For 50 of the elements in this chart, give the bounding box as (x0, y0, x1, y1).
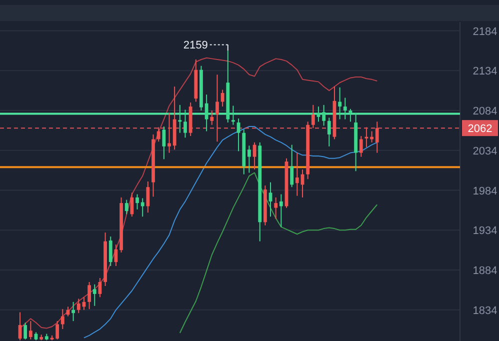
candlestick (146, 181, 150, 214)
ref-line-label: 2062 (468, 123, 492, 136)
y-tick-label: 2084 (472, 106, 498, 118)
candlestick (359, 136, 363, 158)
candlestick (72, 301, 75, 322)
candlestick (343, 97, 347, 120)
candlestick (210, 110, 214, 126)
candlestick (178, 104, 182, 134)
y-tick-label: 2034 (472, 145, 498, 158)
candlestick (108, 236, 112, 267)
candlestick (92, 284, 96, 306)
candlestick (232, 105, 235, 126)
candlestick (279, 194, 283, 228)
candlestick (216, 74, 219, 142)
line-series (179, 172, 378, 334)
candlestick (28, 320, 32, 340)
candlestick (338, 86, 342, 120)
candlestick (327, 117, 331, 147)
candlestick (295, 152, 299, 196)
y-tick-label: 2134 (472, 66, 498, 78)
y-tick-label: 2184 (472, 26, 498, 38)
candlestick (114, 244, 118, 267)
candlestick (156, 126, 160, 142)
candlestick (140, 198, 144, 218)
candlestick (311, 104, 315, 129)
candlestick (130, 192, 134, 218)
candlestick (162, 126, 166, 160)
candlestick (24, 322, 28, 340)
candlestick (56, 320, 60, 340)
candlestick (348, 108, 352, 122)
candlestick (124, 199, 128, 215)
y-tick-label: 1984 (472, 185, 498, 198)
y-tick-label: 1884 (472, 265, 498, 278)
candlestick (375, 121, 379, 154)
candlestick (268, 182, 272, 218)
candlestick (136, 194, 139, 210)
candlestick (204, 94, 208, 132)
candlestick (322, 104, 326, 126)
candlestick (76, 298, 80, 314)
y-tick-label: 1934 (472, 225, 498, 238)
candlestick (290, 144, 294, 188)
candlestick (274, 196, 278, 220)
candlestick (168, 112, 171, 154)
candlestick (220, 89, 224, 108)
candlestick (60, 308, 64, 330)
candlestick (184, 109, 187, 138)
annotation: 2159 (183, 40, 208, 52)
candlestick (88, 281, 91, 310)
candlestick (247, 145, 251, 174)
y-tick-label: 1834 (472, 304, 498, 317)
